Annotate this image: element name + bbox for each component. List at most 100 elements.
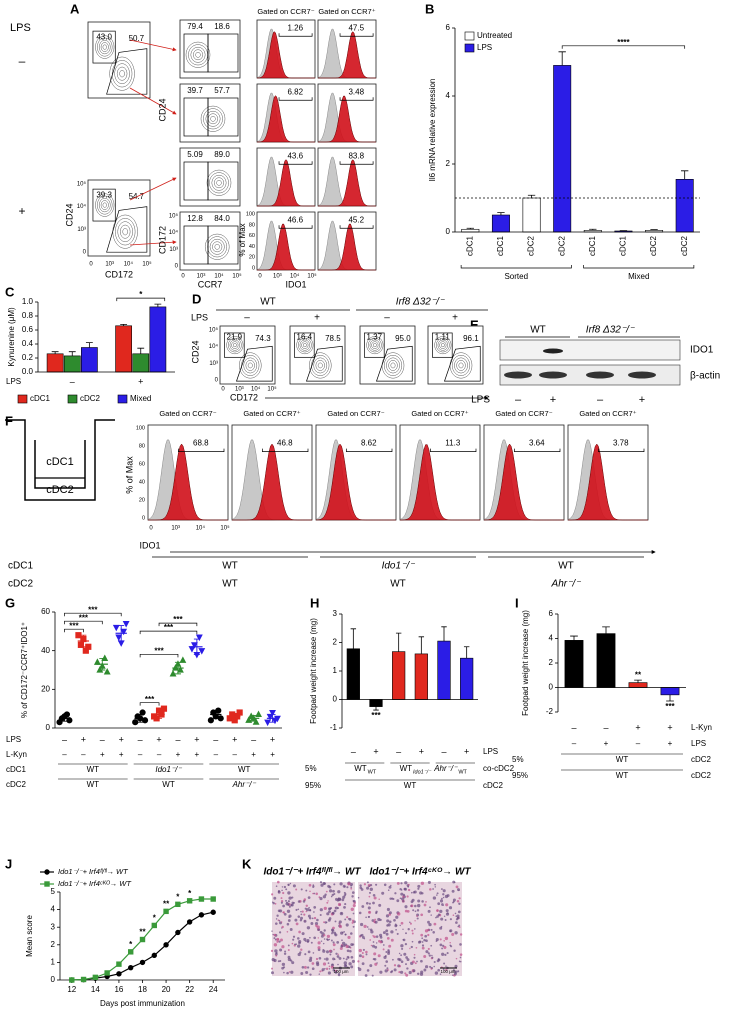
error-bar (137, 347, 145, 354)
group-bracket (460, 265, 572, 269)
cell-nucleus (302, 900, 306, 903)
cell-nucleus (317, 928, 321, 932)
x-tick-label: 10⁵ (307, 273, 317, 280)
cell-nucleus (322, 962, 327, 966)
contour (185, 41, 211, 68)
cell-nucleus (429, 906, 431, 909)
label: IDO1 (285, 279, 306, 289)
point (179, 656, 187, 663)
contour (209, 238, 225, 255)
error-bar (527, 194, 536, 198)
y-axis-label: Il6 mRNA relative expression (428, 79, 437, 182)
cell-nucleus (406, 910, 410, 913)
y-tick-label: 4 (549, 634, 554, 643)
cell-nucleus (405, 963, 407, 966)
cell-nucleus (416, 915, 419, 918)
cell-nucleus (437, 968, 441, 972)
cell-nucleus (374, 920, 378, 924)
contour (109, 56, 135, 91)
cell-nucleus (403, 887, 408, 891)
bar (392, 651, 406, 700)
cell-nucleus (384, 969, 388, 973)
cell-nucleus (274, 902, 277, 905)
legend-label: Mixed (130, 394, 151, 403)
x-tick-label: 10⁴ (290, 273, 300, 280)
cell-nucleus (313, 916, 317, 920)
label: WT (260, 297, 276, 308)
cell-nucleus (358, 967, 362, 972)
gate (444, 345, 481, 382)
sd-bar (250, 714, 257, 722)
significance: ** (139, 928, 146, 937)
hist-value: 3.64 (529, 439, 545, 448)
cell-nucleus (313, 906, 317, 909)
cell-nucleus (398, 971, 401, 974)
gate-value: 54.7 (129, 192, 145, 201)
arrow (129, 39, 177, 52)
cell-nucleus (366, 886, 370, 890)
gate (106, 206, 148, 253)
cell-nucleus (305, 908, 310, 912)
cell-nucleus (385, 932, 389, 936)
label: + (452, 313, 458, 324)
cell-nucleus (427, 952, 430, 955)
x-tick-label: 0 (258, 274, 262, 280)
cell-nucleus (385, 960, 388, 963)
cell-nucleus (419, 891, 423, 895)
legend-label: Untreated (477, 31, 512, 40)
cell-nucleus (370, 930, 374, 934)
contour (231, 341, 239, 349)
point (69, 977, 75, 983)
cell-nucleus (313, 936, 317, 940)
row-cell: + (604, 739, 609, 748)
cell-nucleus (332, 941, 335, 944)
row-label: cDC2 (691, 755, 712, 764)
cell-nucleus (282, 966, 286, 969)
significance-bracket (139, 653, 179, 658)
cell-nucleus (429, 888, 432, 891)
contour (115, 218, 136, 246)
bar (369, 699, 383, 707)
cell-nucleus (449, 930, 452, 933)
blot-band (539, 371, 567, 379)
cell-nucleus (344, 933, 347, 936)
cell-nucleus (319, 908, 323, 912)
cell-nucleus (331, 932, 333, 935)
point (236, 709, 243, 716)
cell-nucleus (393, 918, 396, 922)
legend-swatch (67, 394, 78, 404)
cell-nucleus (398, 965, 401, 968)
legend-swatch (464, 31, 475, 41)
cell-nucleus (389, 897, 392, 900)
cell-nucleus (439, 926, 443, 930)
cell-nucleus (291, 961, 295, 965)
contour (315, 360, 325, 371)
legend-label: Ido1⁻/⁻+ Irf4ᶜᴷᴼ→ WT (58, 879, 132, 888)
row-cell-sub: Ido1⁻/⁻ (413, 769, 432, 775)
gate (92, 188, 116, 222)
cell-nucleus (287, 955, 291, 959)
cell-nucleus (300, 916, 303, 920)
row-label: LPS (6, 735, 21, 744)
cell-nucleus (375, 942, 378, 944)
cell-nucleus (427, 928, 430, 932)
contour (436, 337, 450, 353)
row-cell: WT (87, 780, 100, 789)
contour (209, 172, 229, 194)
y-tick-label: 0 (215, 378, 219, 384)
cell-nucleus (275, 918, 278, 920)
x-tick-label: 10⁵ (267, 386, 277, 393)
point (139, 936, 146, 943)
contour (296, 336, 314, 355)
significance: * (176, 892, 180, 901)
cell-nucleus (337, 953, 339, 956)
cell-nucleus (273, 958, 277, 963)
point (120, 628, 128, 636)
significance-bracket (158, 622, 198, 627)
cell-nucleus (309, 973, 312, 976)
error-bar (51, 351, 59, 354)
contour (192, 49, 204, 61)
cell-nucleus (458, 902, 461, 905)
x-tick-label: + (419, 746, 424, 756)
contour (302, 343, 307, 348)
